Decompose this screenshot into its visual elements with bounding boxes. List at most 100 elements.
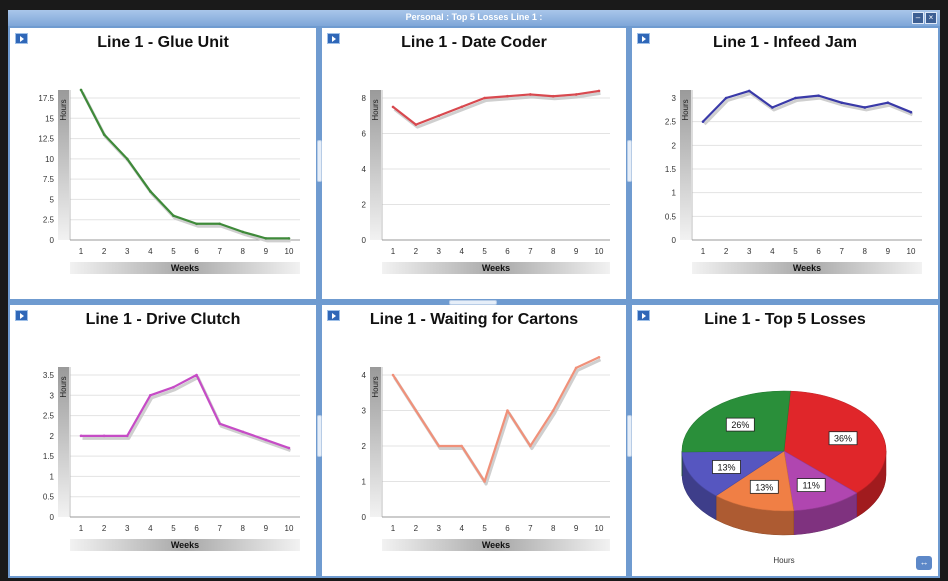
x-tick-label: 6: [505, 247, 510, 256]
panel-menu-icon[interactable]: [15, 33, 28, 44]
x-tick-label: 1: [79, 524, 84, 533]
x-tick-label: 7: [528, 524, 533, 533]
y-tick-label: 8: [362, 94, 367, 103]
y-tick-label: 0: [50, 236, 55, 245]
data-point: [597, 89, 601, 93]
y-axis-label: Hours: [371, 376, 380, 397]
y-tick-label: 0: [362, 513, 367, 522]
x-tick-label: 10: [285, 247, 294, 256]
panel-menu-icon[interactable]: [637, 310, 650, 321]
x-axis-label: Weeks: [171, 540, 199, 550]
data-point: [506, 94, 509, 98]
x-tick-label: 7: [217, 524, 222, 533]
chart-svg: Hours 0 2 4 6 8 1 2 3 4 5 6 7 8 9 10 Weeks: [362, 89, 610, 274]
panel-menu-icon[interactable]: [15, 310, 28, 321]
data-point: [771, 106, 774, 109]
data-point: [149, 393, 152, 397]
x-tick-label: 7: [217, 247, 222, 256]
column-splitter-handle[interactable]: [627, 140, 632, 182]
panel-drive-clutch: Line 1 - Drive Clutch Hours 0 0.5 1 1.5 2 2.5 3…: [10, 305, 316, 576]
x-tick-label: 2: [724, 247, 729, 256]
data-point: [551, 409, 555, 412]
y-tick-label: 0.5: [43, 493, 55, 502]
close-button[interactable]: ×: [925, 12, 937, 24]
pie-label: 36%: [834, 434, 852, 444]
x-axis-label: Weeks: [482, 540, 510, 550]
y-tick-label: 0.5: [665, 212, 677, 221]
x-tick-label: 2: [102, 524, 107, 533]
x-axis-band: [70, 262, 300, 274]
y-axis-band: [680, 90, 691, 240]
chart-title: Line 1 - Top 5 Losses: [704, 311, 866, 328]
x-axis-band: [692, 262, 922, 274]
data-point: [724, 96, 728, 100]
y-axis-label: Hours: [371, 99, 380, 120]
window-titlebar[interactable]: Personal : Top 5 Losses Line 1 : – ×: [8, 10, 940, 26]
x-tick-label: 2: [102, 247, 107, 256]
x-tick-label: 1: [391, 247, 396, 256]
x-axis-label: Weeks: [482, 263, 510, 273]
x-tick-label: 3: [437, 524, 442, 533]
data-point: [102, 434, 106, 438]
x-tick-label: 5: [171, 247, 176, 256]
data-point: [529, 444, 532, 448]
x-tick-label: 6: [194, 524, 199, 533]
y-tick-label: 12.5: [38, 135, 54, 144]
column-splitter-handle[interactable]: [317, 415, 322, 457]
x-tick-label: 5: [793, 247, 798, 256]
x-tick-label: 10: [907, 247, 916, 256]
data-point: [195, 222, 198, 226]
y-axis-label: Hours: [681, 99, 690, 120]
row-splitter-handle[interactable]: [449, 300, 497, 305]
x-tick-label: 9: [574, 524, 579, 533]
x-tick-label: 9: [264, 247, 269, 256]
y-tick-label: 6: [362, 130, 367, 139]
y-tick-label: 1: [50, 472, 55, 481]
data-point: [125, 434, 129, 438]
y-tick-label: 2: [50, 432, 55, 441]
panel-waiting-for-cartons: Line 1 - Waiting for Cartons Hours 0 1 2 3 4 1…: [322, 305, 626, 576]
data-point: [574, 366, 578, 370]
x-tick-label: 7: [528, 247, 533, 256]
x-tick-label: 3: [747, 247, 752, 256]
panel-infeed-jam: Line 1 - Infeed Jam Hours 0 0.5 1 1.5 2 2.5 3 1 2…: [632, 28, 938, 299]
y-tick-label: 3.5: [43, 371, 55, 380]
x-tick-label: 5: [482, 247, 487, 256]
y-tick-label: 0: [50, 513, 55, 522]
pie-label-box: [796, 478, 826, 492]
x-tick-label: 9: [574, 247, 579, 256]
data-point: [241, 230, 245, 234]
data-point: [79, 434, 83, 438]
x-axis-band: [382, 262, 610, 274]
column-splitter-handle[interactable]: [317, 140, 322, 182]
data-point: [529, 93, 532, 96]
chart-title: Line 1 - Glue Unit: [97, 34, 229, 51]
series-shadow: [703, 91, 914, 126]
x-tick-label: 10: [285, 524, 294, 533]
pie-label: 13%: [717, 462, 735, 472]
panel-menu-icon[interactable]: [637, 33, 650, 44]
pie-label: 13%: [755, 482, 773, 492]
expand-icon[interactable]: ↔: [916, 556, 932, 570]
x-tick-label: 7: [839, 247, 844, 256]
data-point: [125, 157, 129, 161]
x-axis-band: [70, 539, 300, 551]
panel-menu-icon[interactable]: [327, 33, 340, 44]
chart-svg: Hours 0 0.5 1 1.5 2 2.5 3 1 2 3 4 5 6 7 8 9 10 Weeks: [665, 89, 922, 274]
y-tick-label: 3: [50, 391, 55, 400]
data-point: [437, 444, 441, 448]
data-point: [102, 133, 106, 136]
y-tick-label: 0: [672, 236, 677, 245]
y-axis-band: [58, 90, 69, 240]
x-tick-label: 4: [148, 524, 153, 533]
x-tick-label: 2: [414, 524, 419, 533]
y-tick-label: 3: [362, 407, 367, 416]
data-point: [414, 123, 418, 126]
data-point: [817, 94, 820, 97]
x-axis-band: [382, 539, 610, 551]
y-tick-label: 4: [362, 371, 367, 380]
minimize-button[interactable]: –: [912, 12, 924, 24]
panel-menu-icon[interactable]: [327, 310, 340, 321]
column-splitter-handle[interactable]: [627, 415, 632, 457]
data-point: [218, 422, 221, 425]
